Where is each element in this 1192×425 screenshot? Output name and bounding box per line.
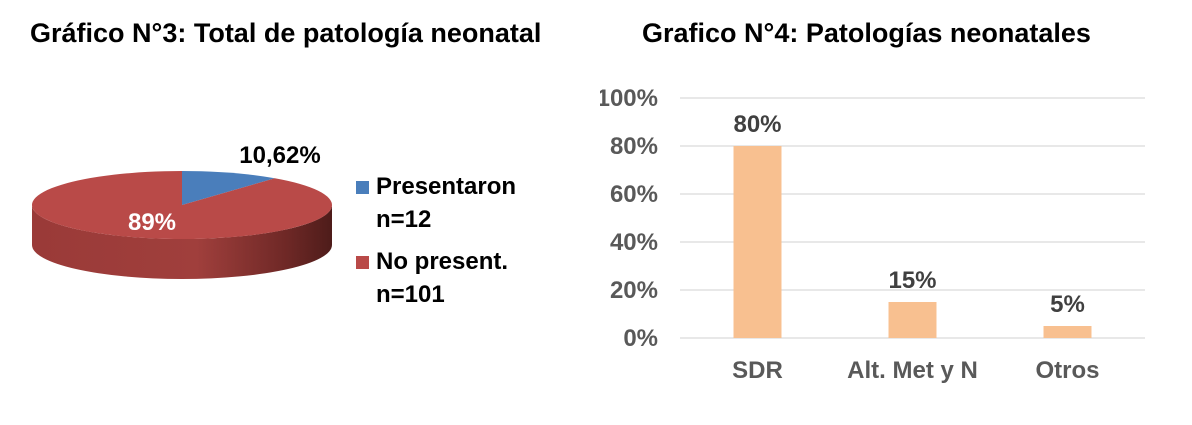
x-tick-label: Alt. Met y N <box>847 357 978 384</box>
legend-swatch-no-present <box>356 256 369 269</box>
y-tick-label: 20% <box>610 277 658 304</box>
x-tick-label: Otros <box>1035 357 1099 384</box>
pie-chart: 10,62% 89% <box>32 142 333 279</box>
y-tick-label: 100% <box>600 85 658 112</box>
y-tick-label: 0% <box>623 325 658 352</box>
pie-chart-title: Gráfico N°3: Total de patología neonatal <box>30 18 542 48</box>
bar-data-label: 5% <box>1050 291 1085 318</box>
bar-alt-met-y-n <box>888 302 937 338</box>
bar-chart-title: Grafico N°4: Patologías neonatales <box>642 18 1091 48</box>
pie-side-wall <box>32 205 332 279</box>
x-tick-label: SDR <box>732 357 783 384</box>
y-tick-label: 40% <box>610 229 658 256</box>
bar-sdr <box>733 146 782 338</box>
legend-label-no-present: No present. n=101 <box>376 248 509 308</box>
pie-data-label-presentaron: 10,62% <box>239 142 320 169</box>
legend-swatch-presentaron <box>356 181 369 194</box>
bar-data-label: 15% <box>888 267 936 294</box>
y-tick-label: 60% <box>610 181 658 208</box>
bar-otros <box>1043 326 1092 338</box>
y-tick-label: 80% <box>610 133 658 160</box>
pie-slice-1 <box>32 171 333 239</box>
legend-label-presentaron: Presentaron n=12 <box>376 173 517 233</box>
pie-data-label-no-present: 89% <box>128 209 176 236</box>
bar-data-label: 80% <box>733 111 781 138</box>
pie-slice-0 <box>182 171 275 205</box>
bar-chart: 0% 20% 40% 60% 80% 100% 80% SDR 15% Alt. Met y N 5… <box>600 85 1145 384</box>
